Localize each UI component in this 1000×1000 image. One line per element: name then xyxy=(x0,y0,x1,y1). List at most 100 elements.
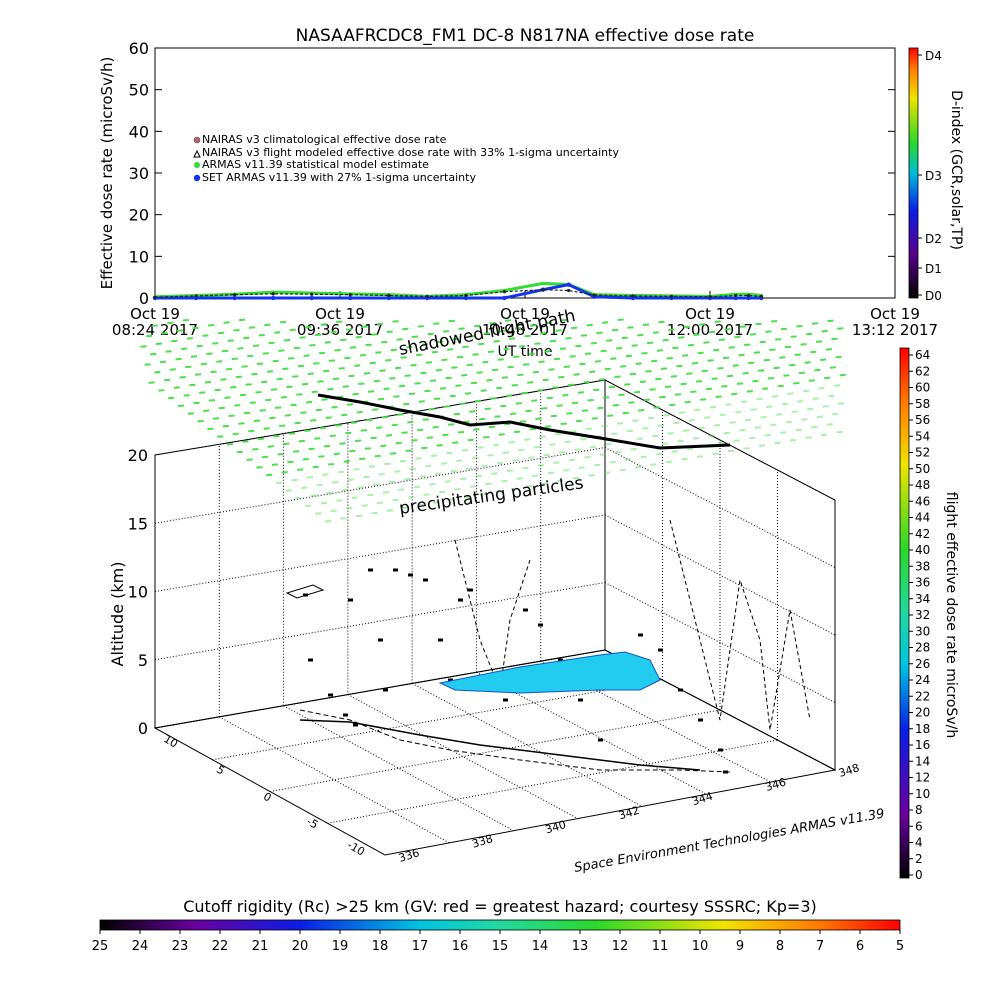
series-point xyxy=(310,292,314,296)
top-x-tick-date: Oct 19 xyxy=(685,305,735,323)
series-point xyxy=(348,293,352,297)
particle-dash xyxy=(597,406,604,410)
particle-dash xyxy=(308,447,315,451)
particle-dash xyxy=(545,321,552,325)
particle-dash xyxy=(718,338,725,341)
particle-dash xyxy=(264,323,271,327)
series-point xyxy=(566,282,571,287)
particle-dash xyxy=(400,356,407,359)
particle-dash xyxy=(744,343,751,346)
particle-dash xyxy=(506,469,513,472)
particle-dash xyxy=(433,501,440,504)
particle-dash xyxy=(324,444,331,448)
particle-dash xyxy=(560,422,567,425)
floor-x-tick-label: 348 xyxy=(837,761,861,780)
particle-dash xyxy=(598,378,606,381)
particle-dash xyxy=(248,429,255,433)
particle-dash xyxy=(314,437,321,440)
particle-dash xyxy=(336,320,343,323)
particle-dash xyxy=(257,437,265,441)
particle-dash xyxy=(578,466,585,469)
particle-dash xyxy=(273,434,280,438)
particle-dash xyxy=(583,380,590,384)
flight-profile-point xyxy=(423,578,428,582)
particle-dash xyxy=(541,482,549,485)
series-point xyxy=(463,295,469,301)
particle-dash xyxy=(466,467,473,470)
particle-dash xyxy=(386,509,394,512)
particle-dash xyxy=(461,374,468,377)
particle-dash xyxy=(776,413,783,416)
particle-dash xyxy=(330,509,337,513)
particle-dash xyxy=(621,336,628,340)
floor-gridline-y xyxy=(269,709,721,792)
particle-dash xyxy=(742,372,749,375)
particle-dash xyxy=(523,438,531,441)
particle-dash xyxy=(378,473,385,476)
particle-dash xyxy=(789,439,797,442)
particle-dash xyxy=(341,413,348,417)
side-wall-gridline xyxy=(604,379,836,501)
particle-dash xyxy=(769,348,776,351)
particle-dash xyxy=(384,462,391,466)
small-ground-marker xyxy=(285,584,325,599)
particle-dash xyxy=(224,396,231,399)
particle-dash xyxy=(634,390,641,394)
particle-dash xyxy=(238,422,245,425)
series-point xyxy=(271,292,275,296)
particle-dash xyxy=(496,386,503,390)
particle-dash xyxy=(226,367,233,371)
particle-dash xyxy=(413,485,420,489)
particle-dash xyxy=(533,446,540,449)
particle-dash xyxy=(811,425,818,429)
particle-dash xyxy=(585,427,593,430)
particle-dash xyxy=(527,381,534,384)
particle-dash xyxy=(325,416,332,419)
particle-dash xyxy=(601,424,608,428)
particle-dash xyxy=(421,343,428,346)
particle-dash xyxy=(558,375,565,379)
particle-dash xyxy=(208,399,216,402)
particle-dash xyxy=(723,431,730,435)
particle-dash xyxy=(739,429,746,432)
particle-dash xyxy=(297,468,304,471)
rc-colorbar-label-value: 12 xyxy=(612,939,629,954)
particle-dash xyxy=(649,388,656,391)
series-point xyxy=(387,293,391,298)
flight-profile-point xyxy=(678,688,683,692)
particle-dash xyxy=(333,452,340,456)
flight-profile-point xyxy=(558,658,563,662)
particle-dash xyxy=(487,454,494,457)
particle-dash xyxy=(187,412,194,415)
particle-dash xyxy=(353,468,360,471)
particle-dash xyxy=(838,402,845,405)
particle-dash xyxy=(429,483,436,486)
particle-dash xyxy=(631,344,638,347)
floor-gridline-x xyxy=(283,705,514,832)
particle-dash xyxy=(287,460,294,464)
particle-dash xyxy=(714,424,721,427)
dose-colorbar-label-value: 44 xyxy=(915,511,930,525)
particle-dash xyxy=(522,466,529,470)
particle-dash xyxy=(518,345,526,348)
particle-dash xyxy=(539,435,546,439)
particle-dash xyxy=(580,437,587,441)
particle-dash xyxy=(348,374,355,378)
dose-colorbar-label-value: 40 xyxy=(915,543,930,557)
flight-profile-point xyxy=(393,568,398,572)
particle-dash xyxy=(372,408,379,411)
particle-dash xyxy=(411,439,418,442)
legend-entry-set-armas: SET ARMAS v11.39 with 27% 1-sigma uncert… xyxy=(202,171,476,184)
particle-dash xyxy=(547,471,554,475)
particle-dash xyxy=(532,370,539,374)
particle-dash xyxy=(217,331,224,335)
particle-dash xyxy=(572,401,579,405)
particle-dash xyxy=(785,420,792,424)
particle-dash xyxy=(483,332,490,335)
floor-gridline-y xyxy=(212,679,663,761)
particle-dash xyxy=(502,451,509,454)
particle-dash xyxy=(532,474,539,477)
particle-dash xyxy=(373,483,380,486)
particle-dash xyxy=(548,368,555,371)
particle-dash xyxy=(494,415,501,418)
